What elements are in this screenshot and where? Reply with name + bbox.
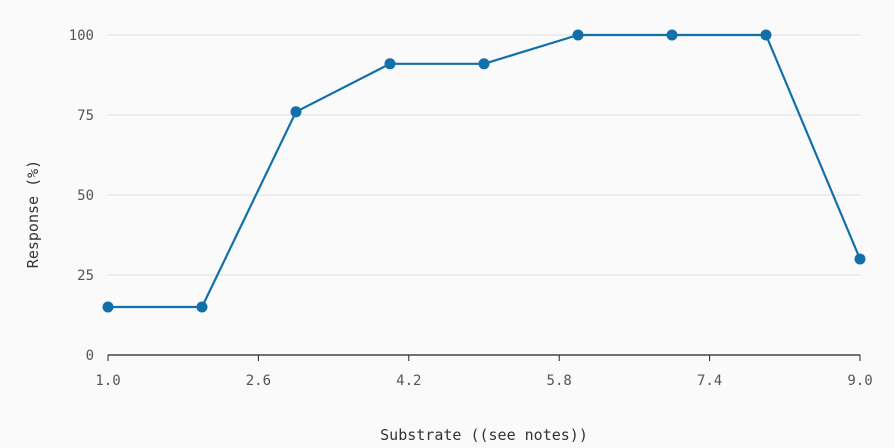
x-tick-label-2: 4.2: [396, 373, 421, 389]
tick-labels: 0 25 50 75 100 1.0 2.6 4.2 5.8 7.4 9.0: [69, 28, 873, 389]
data-point-1[interactable]: [196, 301, 208, 313]
data-point-4[interactable]: [478, 58, 490, 70]
series-layer: [102, 29, 866, 313]
x-tick-label-4: 7.4: [697, 373, 722, 389]
x-tick-label-5: 9.0: [847, 373, 872, 389]
x-tick-label-3: 5.8: [547, 373, 572, 389]
data-point-8[interactable]: [854, 253, 866, 265]
x-axis-title: Substrate ((see notes)): [380, 426, 588, 444]
data-point-5[interactable]: [572, 29, 584, 41]
y-tick-label-0: 0: [86, 348, 94, 364]
data-point-0[interactable]: [102, 301, 114, 313]
x-tick-label-0: 1.0: [95, 373, 120, 389]
y-tick-label-1: 25: [77, 268, 94, 284]
data-point-7[interactable]: [760, 29, 772, 41]
y-tick-label-4: 100: [69, 28, 94, 44]
data-point-3[interactable]: [384, 58, 396, 70]
axes: [107, 354, 861, 361]
y-tick-label-2: 50: [77, 188, 94, 204]
x-tick-label-1: 2.6: [246, 373, 271, 389]
y-axis-title: Response (%): [24, 160, 42, 268]
y-tick-label-3: 75: [77, 108, 94, 124]
data-point-2[interactable]: [290, 106, 302, 118]
data-point-6[interactable]: [666, 29, 678, 41]
